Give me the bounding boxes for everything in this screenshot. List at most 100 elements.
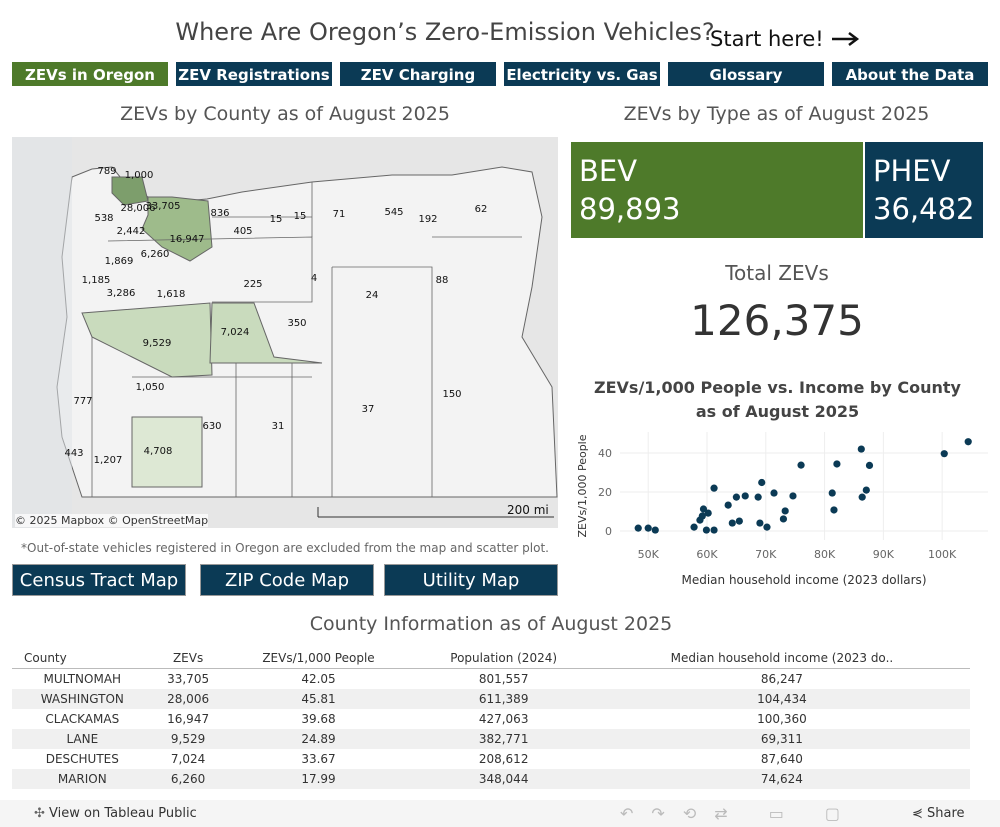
y-tick-label: 20 [598, 486, 612, 499]
x-tick-label: 90K [873, 548, 895, 561]
point [779, 515, 788, 523]
table-row: LANE 9,529 24.89 382,771 69,311 [12, 729, 970, 749]
scatter-chart: 50K 60K 70K 80K 90K 100K 0 20 40 Median household… [576, 432, 988, 587]
table-cell: LANE [12, 729, 153, 749]
toolbar-icons[interactable]: ↶↷⟲⇄ ▭ ▢ [620, 804, 859, 823]
county-label: 1,185 [82, 275, 111, 286]
point [634, 524, 642, 532]
point [741, 492, 749, 500]
county-label: 7,024 [221, 327, 250, 338]
point [789, 492, 797, 500]
y-axis-label: ZEVs/1,000 People [576, 434, 589, 537]
view-link[interactable]: ✣ View on Tableau Public [34, 806, 197, 821]
tile-label: PHEV [873, 154, 951, 188]
point [770, 489, 778, 497]
county-label: 15 [294, 211, 307, 222]
nav-tab[interactable]: ZEV Registrations [176, 62, 332, 86]
table-cell: 208,612 [478, 752, 529, 766]
county-label: 37 [362, 404, 375, 415]
point [865, 461, 874, 469]
nav-tab[interactable]: About the Data [832, 62, 988, 86]
nav-tab[interactable]: Glossary [668, 62, 824, 86]
column-header[interactable]: Median household income (2023 do.. [593, 648, 970, 669]
nav-tab[interactable]: ZEVs in Oregon [12, 62, 168, 86]
point [857, 445, 865, 453]
point [724, 501, 732, 509]
point [651, 526, 659, 534]
table-cell: 104,434 [593, 689, 970, 709]
point [690, 523, 698, 531]
table-cell: 45.81 [223, 689, 414, 709]
county-label: 630 [202, 421, 221, 432]
map-button[interactable]: Census Tract Map [12, 564, 186, 596]
point [735, 517, 743, 525]
footer [0, 800, 1000, 827]
point [702, 526, 711, 534]
map-button[interactable]: Utility Map [384, 564, 558, 596]
county-label: 24 [366, 290, 379, 301]
point [781, 507, 789, 515]
bev-tile: BEV 89,893 [571, 142, 863, 238]
table-cell: 7,024 [170, 752, 206, 766]
point [710, 484, 718, 492]
county-label: 4,708 [144, 446, 173, 457]
county-label: 350 [287, 318, 306, 329]
column-header[interactable]: Population (2024) [413, 648, 594, 669]
table-cell: 86,247 [760, 672, 803, 686]
county-label: 62 [475, 204, 488, 215]
footnote: *Out-of-state vehicles registered in Ore… [21, 541, 549, 555]
point [644, 524, 652, 532]
point [704, 509, 712, 517]
nav-tab[interactable]: ZEV Charging [340, 62, 496, 86]
point [830, 506, 838, 514]
y-tick-label: 0 [605, 525, 612, 538]
share-button[interactable]: ⋞ Share [912, 806, 965, 821]
county-label: 28,006 [121, 203, 156, 214]
x-tick-label: 100K [928, 548, 957, 561]
county-label: 31 [272, 421, 285, 432]
table-cell: MARION [12, 769, 153, 789]
county-label: 545 [384, 207, 403, 218]
county-label: 836 [210, 208, 229, 219]
map-scale: 200 mi [507, 503, 549, 517]
county-label: 777 [73, 396, 92, 407]
map-button[interactable]: ZIP Code Map [200, 564, 374, 596]
type-title: ZEVs by Type as of August 2025 [623, 103, 930, 125]
tile-value: 36,482 [873, 192, 975, 226]
column-header[interactable]: ZEVs/1,000 People [223, 648, 414, 669]
county-label: 192 [418, 214, 437, 225]
nav-tab[interactable]: Electricity vs. Gas [504, 62, 660, 86]
view-text: View on Tableau Public [49, 806, 197, 821]
point [940, 450, 948, 458]
point [797, 461, 805, 469]
county-label: 3,286 [107, 288, 136, 299]
table-row: WASHINGTON 28,006 45.81 611,389 104,434 [12, 689, 970, 709]
table-cell: DESCHUTES [45, 752, 119, 766]
county-label: 2,442 [117, 226, 146, 237]
share-text: Share [927, 806, 965, 821]
table-cell: 87,640 [760, 752, 803, 766]
county-label: 1,618 [157, 289, 186, 300]
total-value: 126,375 [690, 296, 864, 345]
column-header[interactable]: ZEVs [152, 648, 224, 669]
county-label: 1,000 [125, 170, 154, 181]
county-label: 9,529 [143, 338, 172, 349]
table-cell: 6,260 [152, 769, 224, 789]
table-cell: 42.05 [301, 672, 336, 686]
point [828, 489, 836, 497]
point [964, 438, 972, 446]
county-label: 789 [97, 166, 116, 177]
table-cell: 16,947 [167, 712, 210, 726]
table-cell: 801,557 [478, 672, 529, 686]
table-row: CLACKAMAS 16,947 39.68 427,063 100,360 [12, 709, 970, 729]
table-cell: 39.68 [301, 712, 336, 726]
table-cell: 9,529 [152, 729, 224, 749]
y-tick-label: 40 [598, 447, 612, 460]
point [754, 493, 762, 501]
x-tick-label: 50K [638, 548, 660, 561]
table-row: MARION 6,260 17.99 348,044 74,624 [12, 769, 970, 789]
column-header[interactable]: County [12, 648, 153, 669]
table-cell: 74,624 [593, 769, 970, 789]
x-tick-label: 80K [814, 548, 836, 561]
